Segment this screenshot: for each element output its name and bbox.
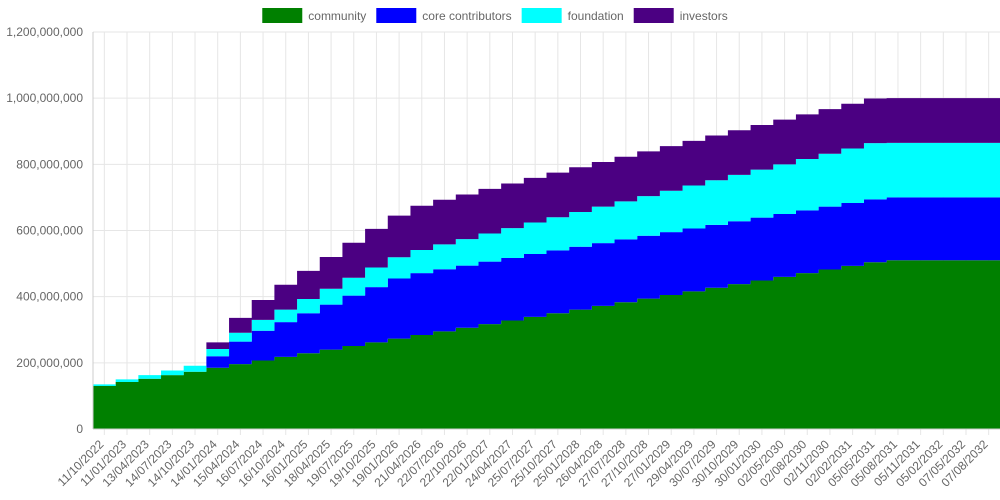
legend-item-core-contributors[interactable]: core contributors [376,8,512,23]
legend-label: core contributors [422,9,511,23]
legend-item-investors[interactable]: investors [633,8,728,23]
y-tick-label: 1,200,000,000 [6,25,83,39]
legend-item-foundation[interactable]: foundation [521,8,624,23]
series-area-core-contributors [93,197,1000,386]
legend[interactable]: community core contributors foundation inve… [262,8,728,23]
y-tick-label: 600,000,000 [16,224,83,238]
y-tick-label: 400,000,000 [16,290,83,304]
y-tick-label: 1,000,000,000 [6,91,83,105]
legend-swatch [633,8,674,23]
legend-label: community [308,9,366,23]
series-area-investors [93,98,1000,385]
y-tick-label: 800,000,000 [16,157,83,171]
legend-label: investors [680,9,728,23]
legend-item-community[interactable]: community [262,8,366,23]
legend-label: foundation [568,9,624,23]
y-tick-label: 200,000,000 [16,356,83,370]
y-tick-label: 0 [76,422,83,436]
legend-swatch [521,8,562,23]
series-area-foundation [93,142,1000,386]
series-areas [93,98,1000,429]
series-area-community [93,260,1000,429]
legend-swatch [376,8,417,23]
legend-swatch [262,8,303,23]
